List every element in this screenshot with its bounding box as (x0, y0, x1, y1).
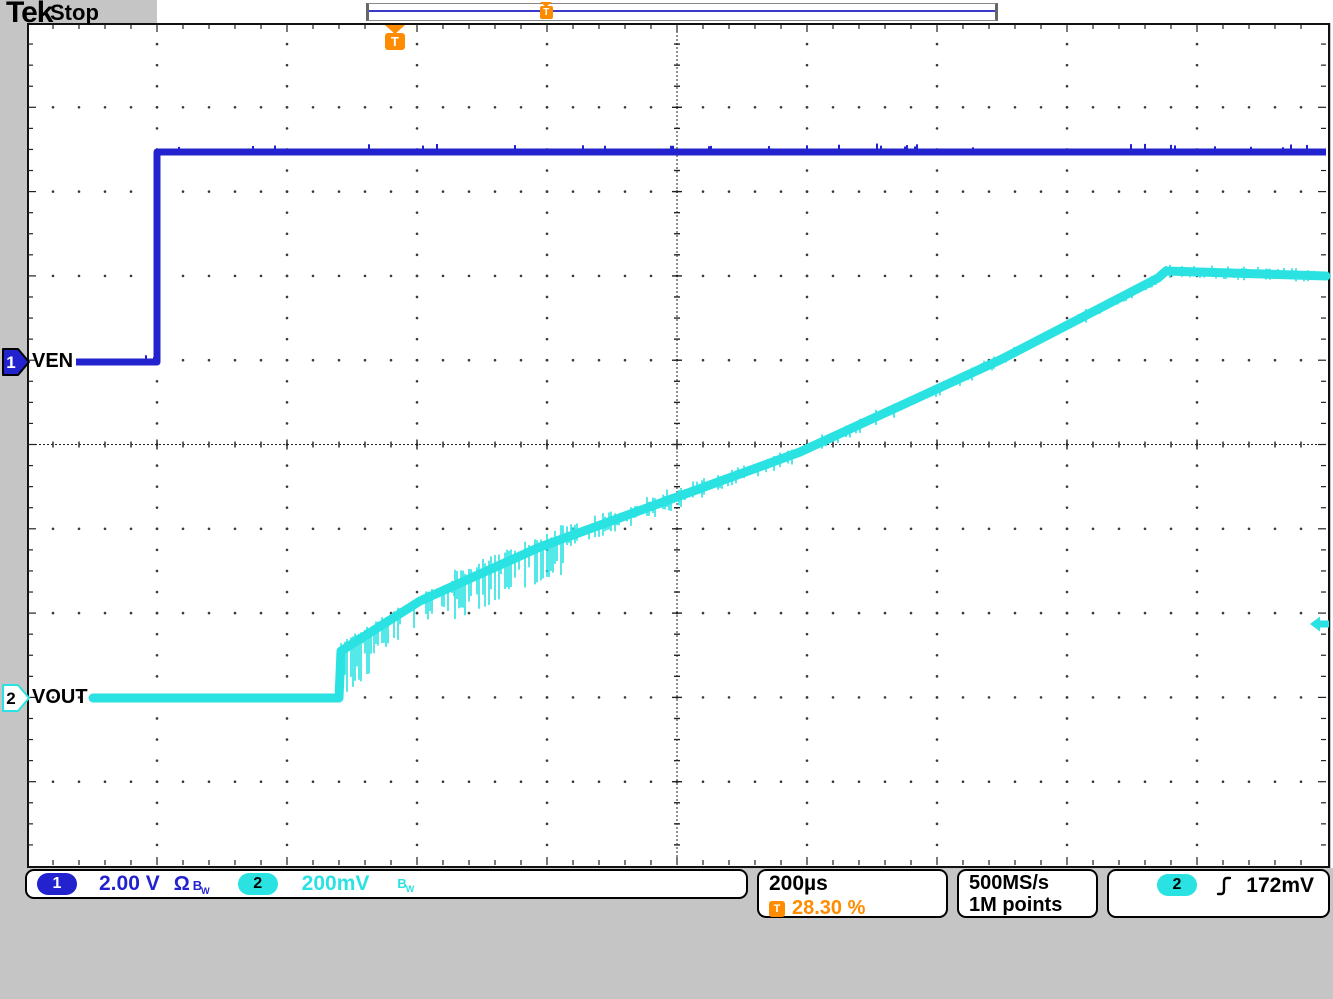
acquisition-readout-box[interactable]: 500MS/s 1M points (957, 869, 1098, 918)
trigger-position-flag[interactable]: T (384, 25, 405, 50)
acquisition-state: Stop (50, 0, 99, 25)
svg-text:2: 2 (6, 689, 15, 708)
ohm-coupling-icon: Ω (173, 872, 190, 895)
tek-logo: Tek (6, 0, 53, 29)
horizontal-readout-box[interactable]: 200µs T 28.30 % (757, 869, 948, 919)
ch1-scale-readout: 2.00 V (99, 872, 160, 895)
ch2-bandwidth-limit-icon: BW (397, 876, 415, 894)
trigger-marker-arrow-icon (540, 2, 553, 7)
ch1-position-marker[interactable]: 1 (2, 348, 30, 376)
rising-edge-icon (1216, 876, 1232, 896)
ch1-badge[interactable]: 1 (37, 873, 77, 895)
ch1-bandwidth-limit-icon: BW (192, 877, 210, 896)
record-trigger-marker[interactable]: T (539, 2, 553, 19)
ch2-badge[interactable]: 2 (237, 873, 278, 895)
trigger-readout-box[interactable]: 2 172mV (1107, 869, 1330, 918)
trigger-position-icon: T (769, 900, 785, 917)
record-bar-waveform-line (369, 10, 995, 12)
ch1-label: VEN (32, 350, 74, 372)
trigger-level-readout: 172mV (1246, 874, 1314, 897)
ch2-position-marker[interactable]: 2 (2, 684, 30, 712)
sample-rate-readout: 500MS/s (969, 872, 1050, 894)
channel-readout-box[interactable]: 1 2.00 V Ω BW 2 200mV BW (25, 869, 748, 899)
ch2-scale-readout: 200mV (301, 872, 370, 895)
svg-text:1: 1 (6, 353, 15, 372)
ch1-coupling-indicator: Ω BW (174, 873, 210, 896)
record-length-readout: 1M points (969, 894, 1063, 916)
right-margin (1331, 23, 1333, 868)
trigger-source-badge[interactable]: 2 (1157, 874, 1197, 896)
ch2-label: VOUT (32, 686, 88, 708)
timebase-readout: 200µs (769, 872, 828, 895)
waveform-display-area (27, 23, 1330, 868)
trigger-flag-arrow-icon (384, 25, 405, 34)
trigger-marker-label: T (539, 6, 553, 19)
trigger-flag-label: T (384, 33, 405, 50)
trigger-position-readout: 28.30 % (792, 897, 866, 919)
record-position-bar[interactable]: T (366, 2, 998, 21)
